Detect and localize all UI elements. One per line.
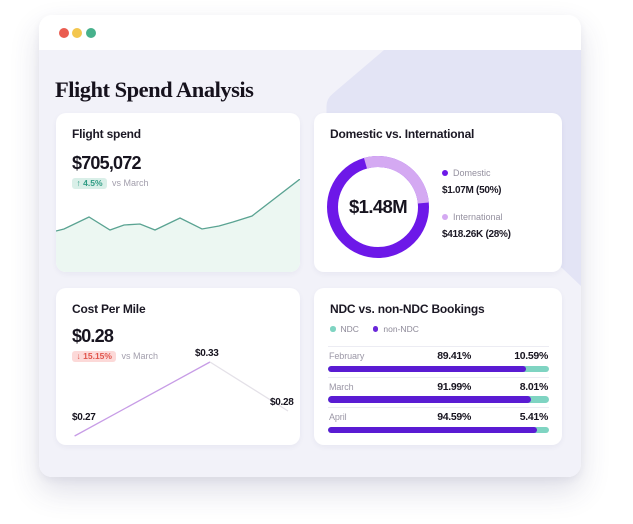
ndc-row-march: March 91.99% 8.01% [328,376,549,408]
non-ndc-bar-fill [328,365,526,372]
international-legend-dot-icon [442,214,448,220]
cost-per-mile-card: Cost Per Mile $0.28 ↓ 15.15% vs March $0… [56,288,300,445]
donut-center-value: $1.48M [348,196,408,217]
flight-spend-delta-badge: ↑ 4.5% [72,177,107,190]
sparkline-line [56,179,300,232]
ndc-percent: 8.01% [519,380,549,393]
cost-per-mile-line-chart [74,361,289,437]
flight-spend-sparkline-chart [56,179,300,272]
browser-window: Flight Spend Analysis Flight spend $705,… [39,15,581,477]
domestic-legend-value: $1.07M (50%) [442,185,502,196]
ndc-month-label: April [329,412,347,422]
non-ndc-percent: 91.99% [437,380,471,393]
donut-chart [327,156,429,258]
ndc-row-february: February 89.41% 10.59% [328,346,549,377]
domestic-international-card: Domestic vs. International $1.48M Domest… [314,113,562,272]
ndc-legend-dot-icon [330,326,336,332]
non-ndc-legend-dot-icon [372,326,379,332]
non-ndc-bar-fill [328,396,532,403]
ndc-rows: February 89.41% 10.59% March 91.99% 8.01… [328,346,549,438]
cost-line-rising [74,361,211,437]
international-legend-label: International [453,212,503,222]
flight-spend-value: $705,072 [72,153,141,173]
cost-per-mile-value: $0.28 [72,325,114,346]
window-titlebar [39,15,581,50]
minimize-window-button[interactable] [72,28,83,38]
domestic-legend-label: Domestic [453,168,491,178]
cost-per-mile-delta-badge: ↓ 15.15% [72,350,117,363]
ndc-row-april: April 94.59% 5.41% [328,407,549,438]
cost-per-mile-delta-value: 15.15% [83,351,112,361]
ndc-bookings-card: NDC vs. non-NDC Bookings NDC non-NDC Feb… [314,288,562,445]
non-ndc-legend-label: non-NDC [383,324,419,334]
ndc-month-label: March [329,381,354,392]
ndc-bar-track [328,426,549,433]
ndc-month-label: February [329,351,365,361]
legend-domestic: Domestic $1.07M (50%) [442,168,502,196]
ndc-bookings-title: NDC vs. non-NDC Bookings [330,302,485,316]
domestic-legend-dot-icon [442,170,448,176]
flight-spend-comparison-label: vs March [112,178,149,189]
ndc-bar-track [328,365,549,372]
ndc-legend-label: NDC [340,324,359,334]
cost-per-mile-comparison-label: vs March [121,351,158,362]
non-ndc-percent: 94.59% [437,411,471,423]
non-ndc-percent: 89.41% [437,350,471,362]
arrow-up-icon: ↑ [76,178,81,188]
cost-per-mile-title: Cost Per Mile [72,302,146,316]
page-title: Flight Spend Analysis [55,77,254,102]
close-window-button[interactable] [59,28,69,38]
legend-international: International $418.26K (28%) [442,212,511,240]
international-legend-value: $418.26K (28%) [442,229,511,240]
domestic-international-title: Domestic vs. International [330,127,475,141]
cost-point-label-peak: $0.33 [195,348,219,359]
non-ndc-bar-fill [328,426,538,433]
cost-point-label-end: $0.28 [270,397,294,408]
ndc-percent: 5.41% [519,411,549,423]
arrow-down-icon: ↓ [76,351,81,361]
flight-spend-card: Flight spend $705,072 ↑ 4.5% vs March [56,113,300,272]
ndc-bar-track [328,396,549,403]
ndc-legend: NDC non-NDC [330,324,419,334]
zoom-window-button[interactable] [85,28,96,38]
flight-spend-title: Flight spend [72,127,141,141]
cost-point-label-start: $0.27 [72,412,96,423]
ndc-percent: 10.59% [514,350,548,362]
cost-line-falling [209,361,289,412]
sparkline-area-fill [56,179,300,272]
window-body: Flight Spend Analysis Flight spend $705,… [39,50,581,477]
flight-spend-delta-value: 4.5% [83,178,103,188]
